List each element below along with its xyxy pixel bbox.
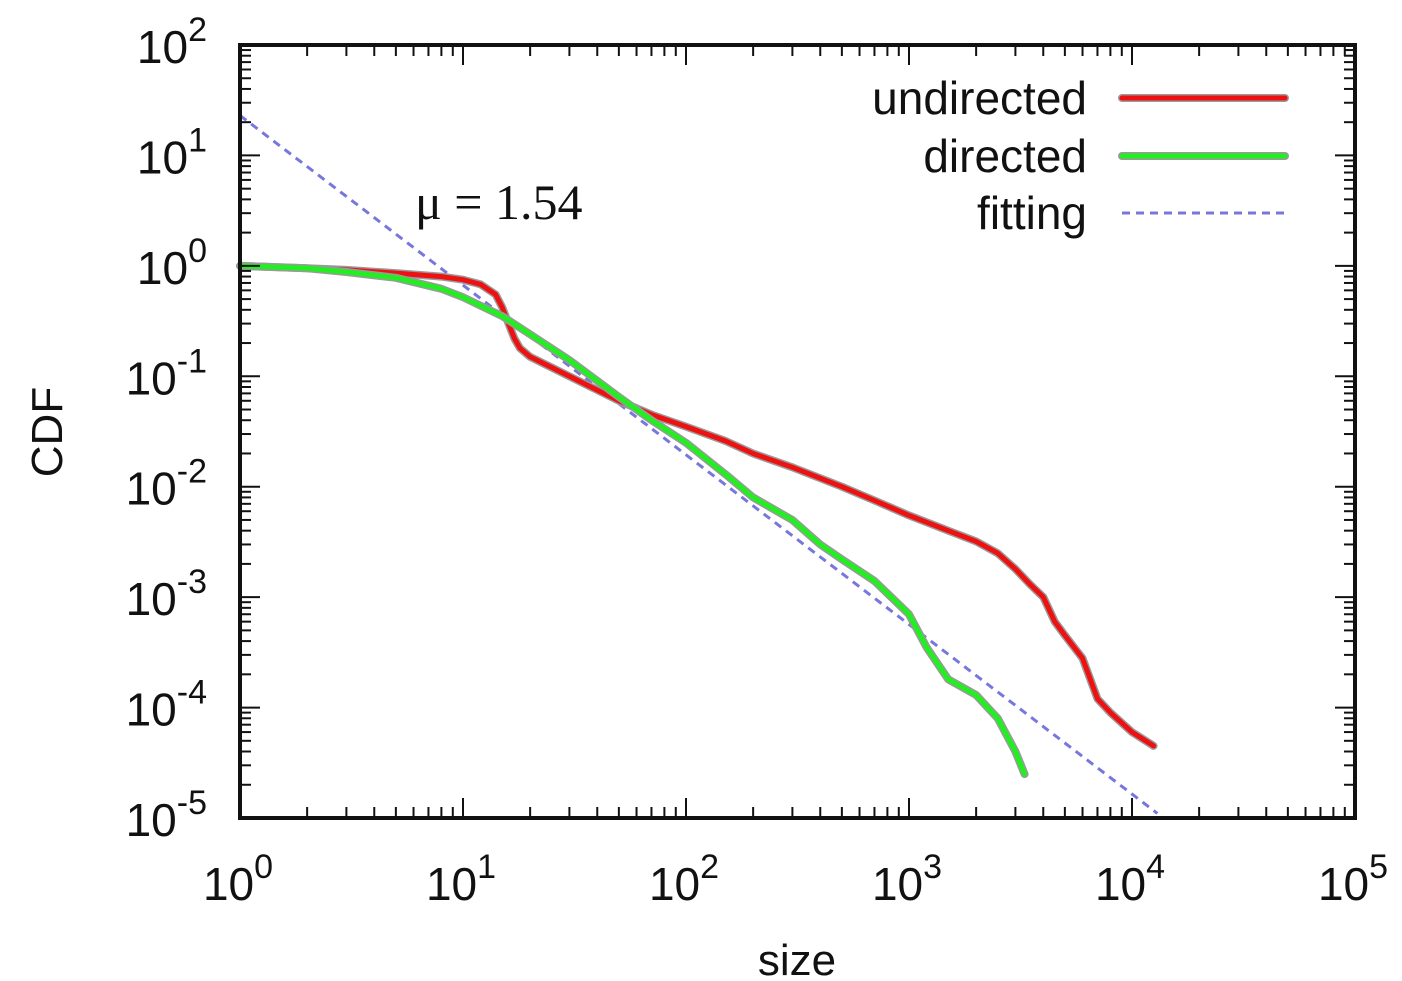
plot-frame: [238, 43, 1357, 820]
y-tick-label: 100: [137, 232, 207, 294]
y-tick-label: 10-5: [126, 784, 207, 846]
y-axis-label: CDF: [23, 387, 72, 477]
fit-annotation: μ = 1.54: [415, 174, 583, 230]
x-tick-labels: 100 101 102 103 104 105: [203, 848, 1388, 910]
x-tick-label: 103: [872, 848, 942, 910]
y-tick-label: 10-1: [126, 342, 207, 404]
legend-label-fitting: fitting: [977, 187, 1087, 239]
series-layer: [236, 114, 1159, 815]
y-tick-labels: 102 101 100 10-1 10-2 10-3 10-4 10-5: [126, 11, 207, 846]
legend-label-undirected: undirected: [872, 72, 1087, 124]
legend-label-directed: directed: [923, 130, 1087, 182]
y-tick-label: 10-4: [126, 674, 207, 736]
series-fitting-line: [239, 114, 1159, 815]
y-tick-label: 102: [137, 11, 207, 73]
x-tick-label: 105: [1318, 848, 1388, 910]
x-tick-label: 102: [649, 848, 719, 910]
series-undirected-line: [237, 263, 1157, 749]
series-directed-line: [237, 263, 1028, 777]
y-tick-label: 101: [137, 121, 207, 183]
x-axis-label: size: [758, 936, 836, 981]
y-tick-label: 10-2: [126, 453, 207, 515]
x-tick-label: 100: [203, 848, 273, 910]
x-tick-label: 101: [426, 848, 496, 910]
y-tick-label: 10-3: [126, 563, 207, 625]
x-tick-label: 104: [1095, 848, 1165, 910]
